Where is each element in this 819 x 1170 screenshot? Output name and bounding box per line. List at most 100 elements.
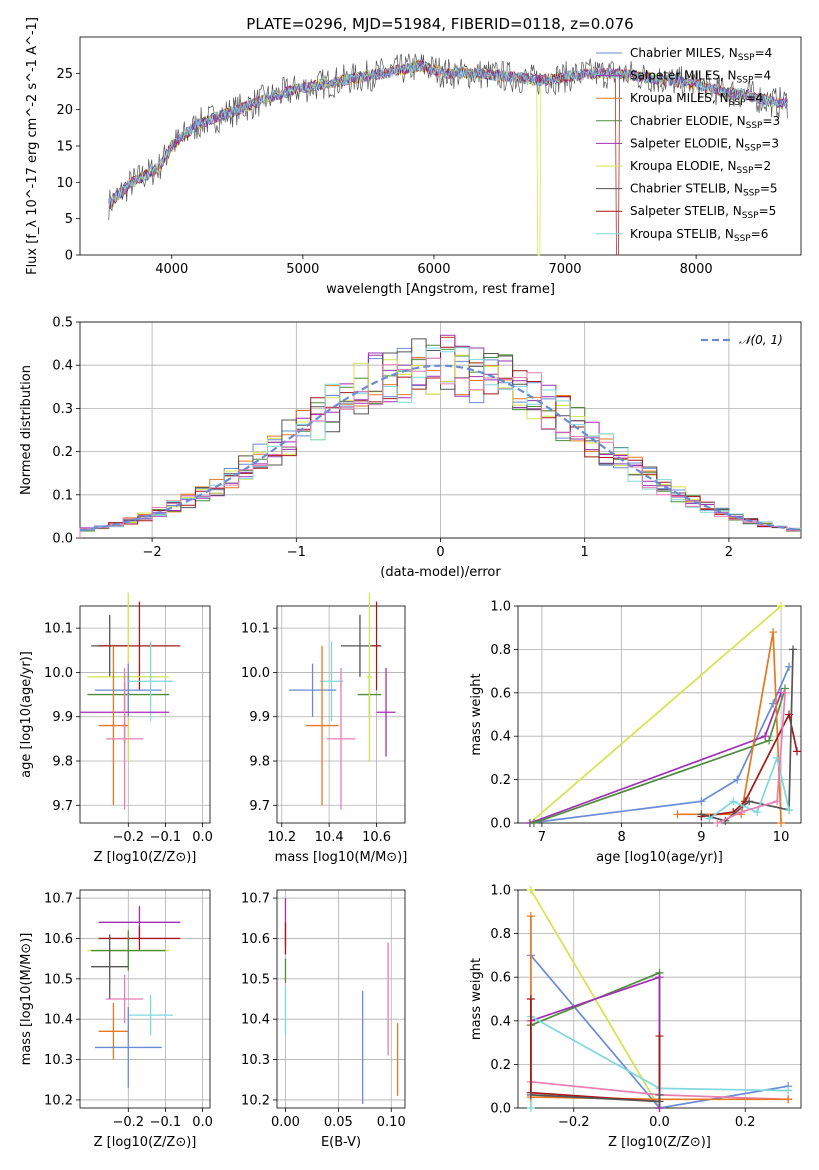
y-tick-label: 10.4	[241, 1013, 270, 1028]
y-axis-label: age [log10(age/yr)]	[19, 651, 34, 778]
y-tick-label: 5	[65, 212, 73, 227]
mass-vs-Z-chart: −0.2 −0.1 0.0 10.2 10.3 10.4 10.5 10.6 10.7 Z [lo…	[19, 889, 213, 1150]
y-tick-label: 9.9	[249, 710, 270, 725]
weight-point	[784, 1086, 793, 1095]
y-tick-label: 1.0	[490, 884, 511, 899]
y-axis-label: mass [log10(M/M⊙)]	[19, 933, 34, 1066]
axes-frame	[517, 605, 802, 824]
x-tick-label: 0.0	[192, 1115, 213, 1130]
x-axis-label: Z [log10(Z/Z⊙)]	[608, 1135, 711, 1150]
x-tick-label: −0.1	[150, 830, 182, 845]
x-tick-label: −2	[143, 545, 162, 560]
weight-point	[761, 732, 770, 741]
y-tick-label: 15	[56, 140, 73, 155]
legend-label: Salpeter MILES, NSSP=4	[630, 69, 771, 86]
figure-title: PLATE=0296, MJD=51984, FIBERID=0118, z=0…	[246, 15, 633, 33]
y-tick-label: 0.4	[52, 359, 73, 374]
y-tick-label: 10.1	[241, 622, 270, 637]
y-tick-label: 9.8	[249, 755, 270, 770]
axes-frame	[276, 889, 406, 1109]
weight-point	[655, 1032, 664, 1041]
y-tick-label: 9.7	[52, 799, 73, 814]
y-tick-label: 10.3	[44, 1053, 73, 1068]
mass-vs-ebv-chart: 0.00 0.05 0.10 10.2 10.3 10.4 10.5 10.6 10.7 E(B-…	[241, 889, 406, 1150]
y-tick-label: 10.5	[241, 972, 270, 987]
weight-point	[777, 602, 786, 610]
weight-vs-age-chart: 7 8 9 10 0.0 0.2 0.4 0.6 0.8 1.0 age [log10(age/yr…	[469, 600, 802, 865]
weight-line	[529, 605, 782, 824]
weight-point	[777, 819, 786, 827]
y-tick-label: 10.4	[44, 1013, 73, 1028]
y-tick-label: 20	[56, 103, 73, 118]
weight-point	[789, 645, 798, 654]
y-tick-label: 10	[56, 176, 73, 191]
axes-frame	[276, 605, 406, 824]
weight-point	[793, 747, 802, 756]
x-tick-label: 10.4	[315, 830, 344, 845]
x-axis-label: age [log10(age/yr)]	[596, 850, 723, 865]
weight-point	[655, 973, 664, 982]
y-tick-label: 0.8	[490, 927, 511, 942]
x-tick-label: 7	[538, 830, 546, 845]
weight-point	[781, 688, 790, 697]
x-tick-label: 9	[697, 830, 705, 845]
y-tick-label: 10.6	[241, 932, 270, 947]
y-tick-label: 0.6	[490, 686, 511, 701]
spectrum-chart: 4000 5000 6000 7000 8000 0 5 10 15 20 25 wavelength…	[25, 17, 802, 297]
y-tick-label: 9.9	[52, 710, 73, 725]
x-axis-label: (data-model)/error	[380, 565, 501, 580]
x-tick-label: 0.0	[649, 1115, 670, 1130]
y-tick-label: 10.0	[241, 666, 270, 681]
legend-label: Chabrier STELIB, NSSP=5	[630, 182, 778, 199]
y-axis-label: mass weight	[469, 673, 484, 755]
weight-point	[785, 662, 794, 671]
weight-point	[526, 886, 535, 894]
weight-point	[785, 805, 794, 814]
y-axis-label: Normed distribution	[19, 365, 34, 495]
x-axis-label: E(B-V)	[321, 1135, 361, 1150]
residuals-chart: −2 −1 0 1 2 0.0 0.1 0.2 0.3 0.4 0.5 (data-model)/er…	[19, 316, 802, 580]
y-tick-label: 10.3	[241, 1053, 270, 1068]
weight-line	[529, 666, 790, 824]
x-tick-label: 8000	[680, 262, 713, 277]
x-tick-label: 8	[617, 830, 625, 845]
x-tick-label: 4000	[155, 262, 188, 277]
x-axis-label: mass [log10(M/M⊙)]	[275, 850, 408, 865]
y-tick-label: 0	[65, 249, 73, 264]
y-tick-label: 10.0	[44, 666, 73, 681]
y-tick-label: 9.7	[249, 799, 270, 814]
y-tick-label: 10.7	[241, 892, 270, 907]
x-tick-label: −0.2	[112, 830, 144, 845]
weight-point	[526, 1104, 535, 1112]
x-axis-label: Z [log10(Z/Z⊙)]	[94, 1135, 197, 1150]
x-tick-label: 5000	[286, 262, 319, 277]
x-tick-label: 1	[581, 545, 589, 560]
x-tick-label: 0.00	[271, 1115, 300, 1130]
y-tick-label: 0.4	[490, 1014, 511, 1029]
weight-point	[705, 814, 714, 823]
weight-vs-Z-chart: −0.2 0.0 0.2 0.0 0.2 0.4 0.6 0.8 1.0 Z [log10(Z/Z…	[469, 884, 802, 1150]
weight-point	[784, 1095, 793, 1104]
y-tick-label: 0.2	[490, 1058, 511, 1073]
y-tick-label: 0.3	[52, 402, 73, 417]
y-axis-label: mass weight	[469, 958, 484, 1040]
y-tick-label: 0.0	[490, 817, 511, 832]
axes-frame	[79, 321, 802, 539]
x-tick-label: 6000	[417, 262, 450, 277]
x-tick-label: 2	[725, 545, 733, 560]
x-tick-label: 7000	[548, 262, 581, 277]
weight-point	[745, 797, 754, 806]
legend-label: Salpeter ELODIE, NSSP=3	[630, 136, 779, 153]
y-tick-label: 0.5	[52, 316, 73, 331]
y-tick-label: 1.0	[490, 600, 511, 615]
x-tick-label: 0.10	[377, 1115, 406, 1130]
weight-point	[526, 995, 535, 1003]
legend-label: Kroupa ELODIE, NSSP=2	[630, 159, 771, 176]
y-tick-label: 10.7	[44, 892, 73, 907]
weight-point	[729, 797, 738, 806]
y-tick-label: 0.1	[52, 488, 73, 503]
weight-point	[526, 912, 535, 921]
y-tick-label: 0.0	[490, 1102, 511, 1117]
y-tick-label: 25	[56, 67, 73, 82]
